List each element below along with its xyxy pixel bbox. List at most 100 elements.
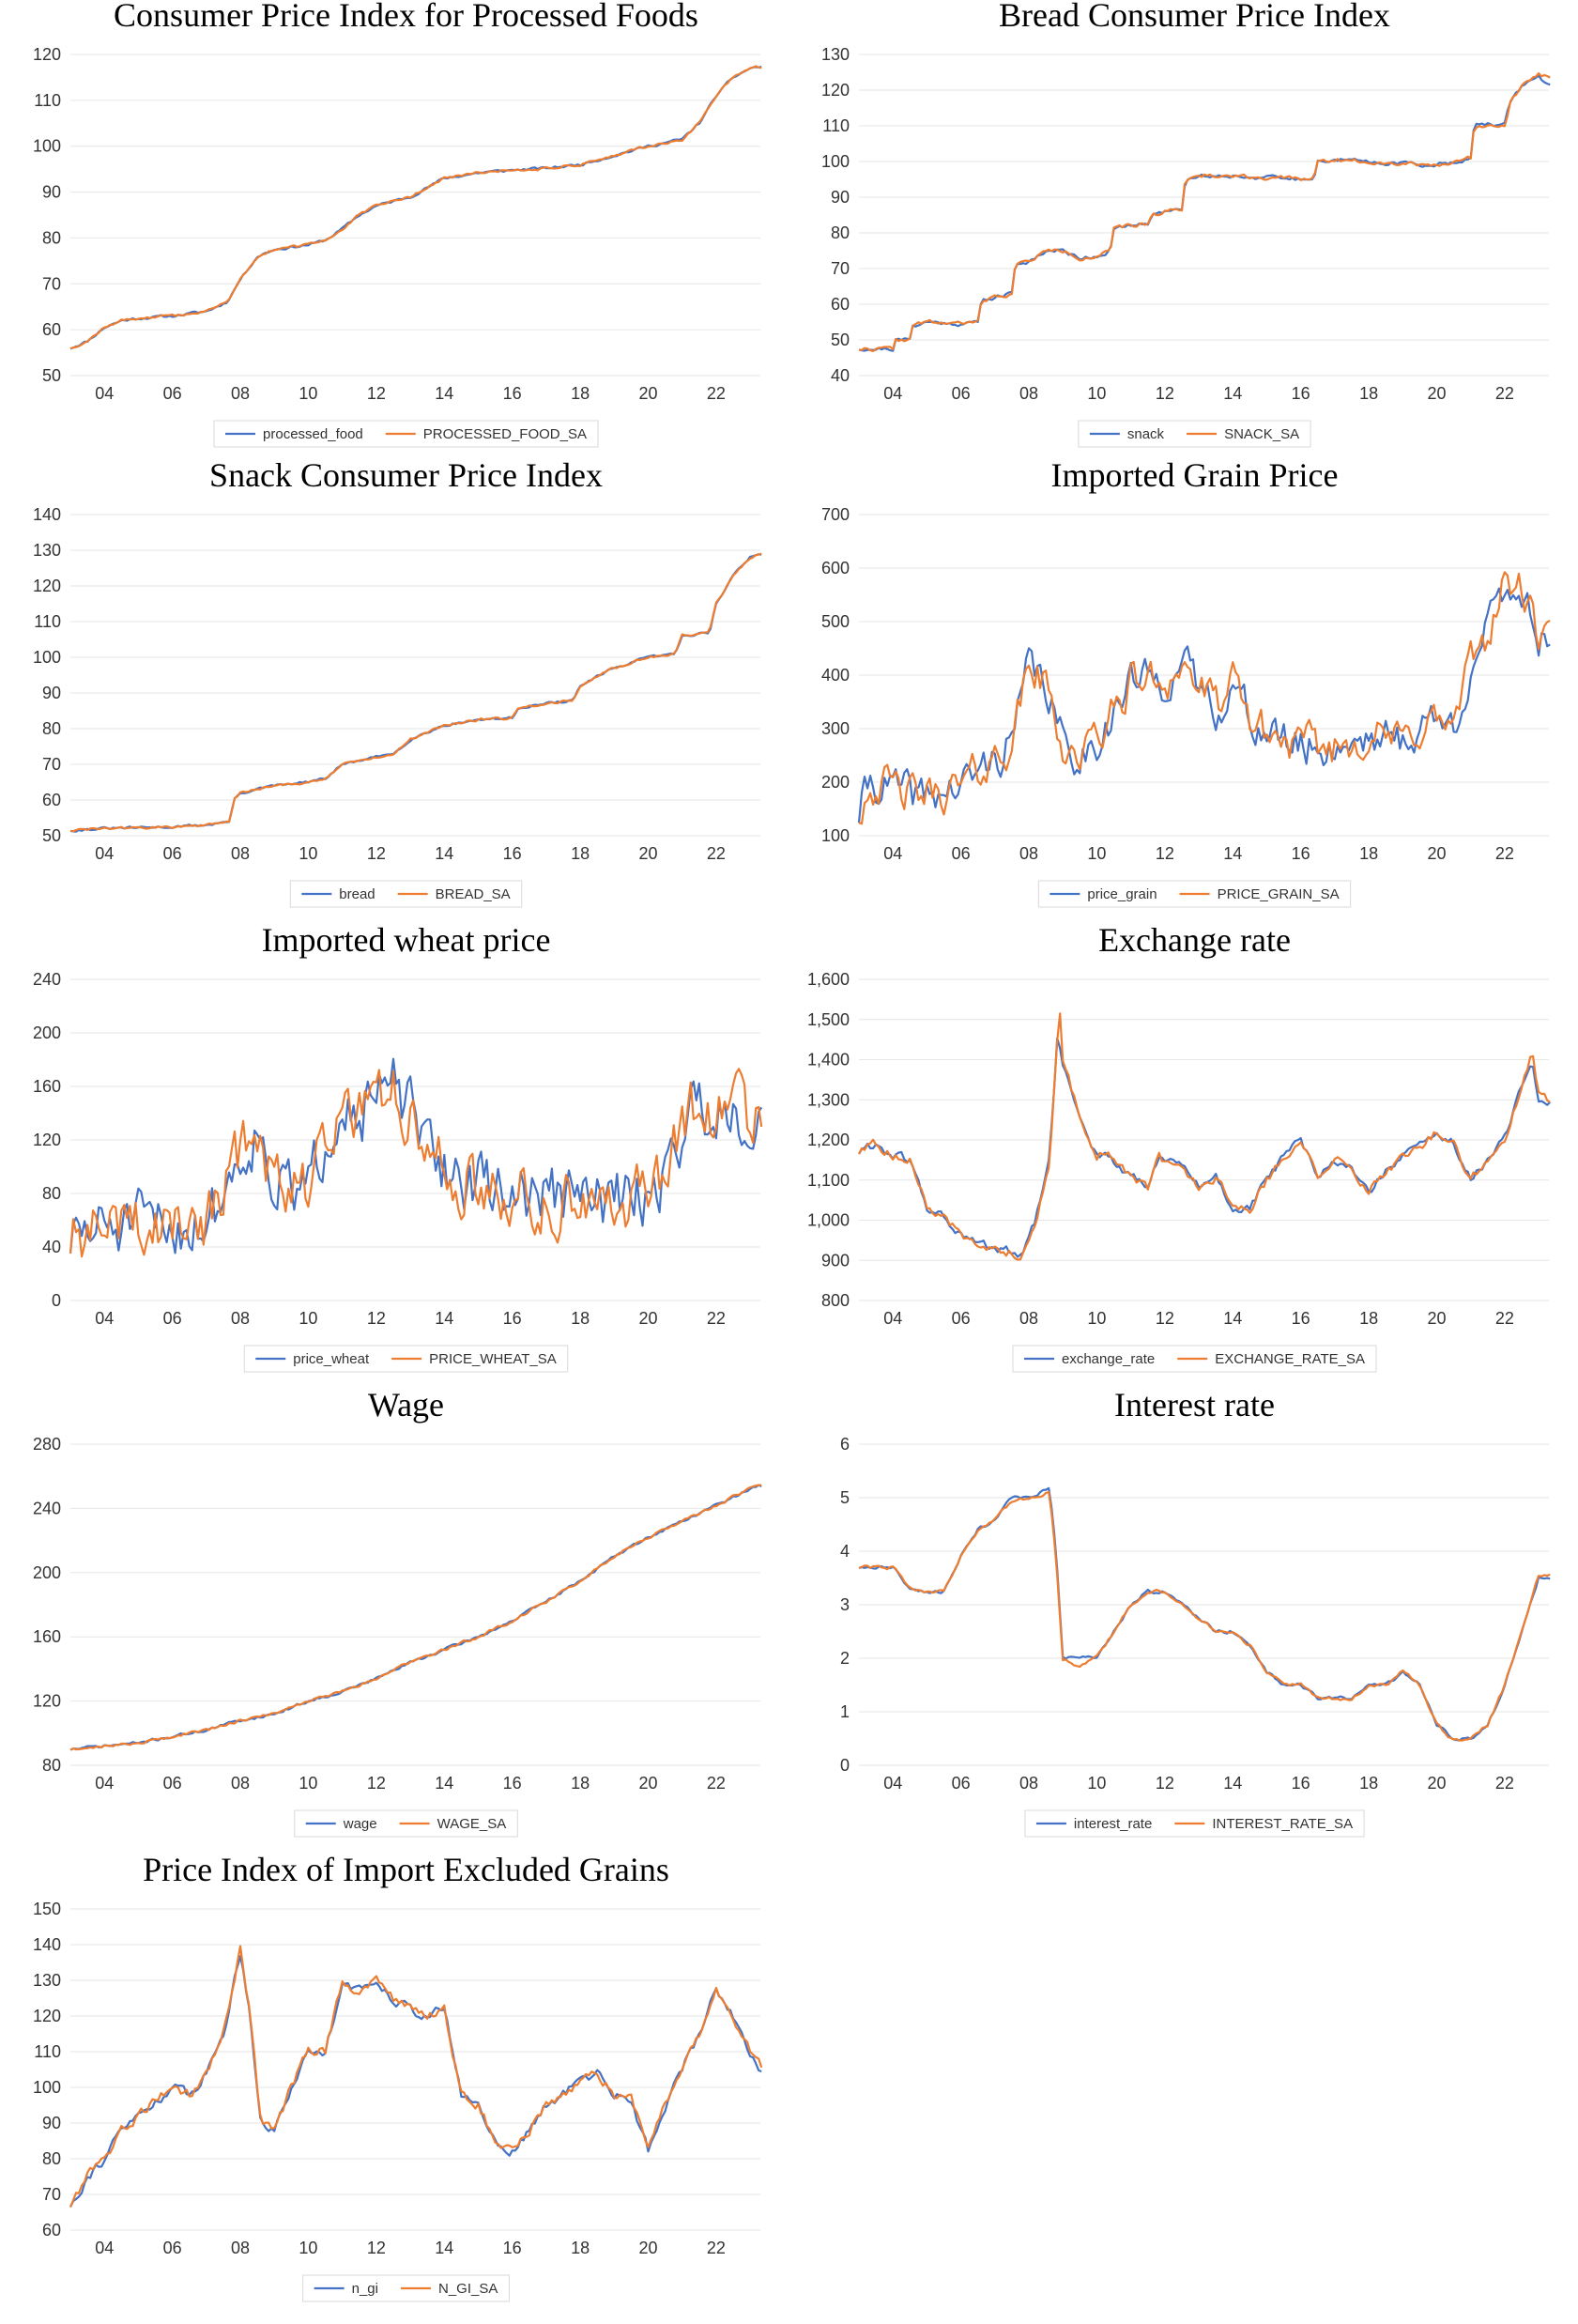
series-line-exchange-rate-sa bbox=[858, 1012, 1551, 1261]
x-tick-label: 04 bbox=[883, 384, 902, 403]
legend-label: interest_rate bbox=[1074, 1816, 1152, 1832]
x-tick-label: 10 bbox=[299, 384, 317, 403]
x-tick-label: 08 bbox=[1019, 844, 1038, 863]
x-tick-label: 16 bbox=[1292, 844, 1310, 863]
series-line-price-grain-sa bbox=[858, 571, 1551, 825]
x-tick-label: 14 bbox=[1223, 384, 1242, 403]
y-tick-label: 100 bbox=[33, 648, 61, 667]
y-tick-label: 120 bbox=[33, 2007, 61, 2025]
legend-box bbox=[1078, 420, 1311, 448]
x-tick-label: 08 bbox=[231, 844, 250, 863]
y-tick-label: 70 bbox=[42, 755, 61, 774]
x-tick-label: 12 bbox=[1156, 844, 1174, 863]
x-tick-label: 10 bbox=[1087, 1309, 1106, 1328]
x-tick-label: 22 bbox=[1495, 384, 1514, 403]
chart-svg: Snack Consumer Price Index 50 60 70 80 90 100 1… bbox=[33, 456, 762, 908]
y-tick-label: 80 bbox=[42, 228, 61, 247]
x-tick-label: 08 bbox=[1019, 1774, 1038, 1793]
chart-processed-food-cpi: Consumer Price Index for Processed Foods… bbox=[9, 0, 770, 460]
x-tick-label: 18 bbox=[571, 1309, 590, 1328]
x-tick-label: 20 bbox=[639, 844, 658, 863]
x-tick-label: 10 bbox=[299, 1309, 317, 1328]
series-line-processed-food bbox=[69, 66, 762, 350]
chart-title: Interest rate bbox=[1114, 1386, 1275, 1424]
y-tick-label: 1,300 bbox=[807, 1090, 850, 1109]
x-tick-label: 10 bbox=[1087, 384, 1106, 403]
y-tick-label: 900 bbox=[821, 1251, 850, 1270]
y-tick-label: 1,600 bbox=[807, 970, 850, 989]
legend-label: wage bbox=[343, 1816, 377, 1832]
x-tick-label: 12 bbox=[367, 844, 386, 863]
x-tick-label: 16 bbox=[1292, 384, 1310, 403]
x-tick-label: 16 bbox=[503, 1774, 522, 1793]
y-tick-label: 400 bbox=[821, 666, 850, 685]
x-tick-label: 16 bbox=[1292, 1309, 1310, 1328]
series-line-wage bbox=[69, 1484, 762, 1751]
legend: snack SNACK_SA bbox=[1078, 420, 1311, 448]
y-tick-label: 200 bbox=[33, 1563, 61, 1582]
x-tick-label: 14 bbox=[435, 384, 453, 403]
y-tick-label: 140 bbox=[33, 505, 61, 524]
y-tick-label: 70 bbox=[42, 2185, 61, 2204]
y-tick-label: 1,200 bbox=[807, 1131, 850, 1149]
x-tick-label: 22 bbox=[707, 1309, 726, 1328]
y-tick-label: 80 bbox=[42, 1184, 61, 1203]
chart-title: Bread Consumer Price Index bbox=[999, 0, 1390, 34]
series-line-exchange-rate bbox=[858, 1037, 1551, 1258]
x-tick-label: 12 bbox=[1156, 384, 1174, 403]
y-tick-label: 100 bbox=[33, 2078, 61, 2097]
chart-title: Imported wheat price bbox=[262, 921, 551, 959]
x-tick-label: 14 bbox=[435, 1774, 453, 1793]
x-tick-label: 04 bbox=[883, 1774, 902, 1793]
y-tick-label: 280 bbox=[33, 1435, 61, 1454]
series-line-bread-sa bbox=[69, 552, 762, 833]
legend-label: exchange_rate bbox=[1062, 1351, 1155, 1367]
y-tick-label: 700 bbox=[821, 505, 850, 524]
y-tick-label: 3 bbox=[840, 1595, 850, 1614]
x-tick-label: 22 bbox=[1495, 844, 1514, 863]
x-tick-label: 20 bbox=[1428, 384, 1447, 403]
x-tick-label: 06 bbox=[163, 844, 182, 863]
x-tick-label: 14 bbox=[1223, 844, 1242, 863]
x-tick-label: 06 bbox=[952, 1309, 971, 1328]
legend-box bbox=[243, 1345, 569, 1373]
legend-box bbox=[1012, 1345, 1377, 1373]
y-tick-label: 120 bbox=[33, 1692, 61, 1711]
x-tick-label: 18 bbox=[571, 384, 590, 403]
y-tick-label: 60 bbox=[42, 791, 61, 809]
x-tick-label: 20 bbox=[639, 384, 658, 403]
y-tick-label: 240 bbox=[33, 970, 61, 989]
legend-box bbox=[289, 880, 523, 908]
legend-label: N_GI_SA bbox=[438, 2281, 498, 2297]
series-line-wage-sa bbox=[69, 1484, 762, 1751]
chart-imported-grain-price: Imported Grain Price 100 200 300 400 500 600 70… bbox=[798, 456, 1558, 920]
x-tick-label: 06 bbox=[163, 2239, 182, 2257]
legend-box bbox=[302, 2274, 510, 2302]
x-tick-label: 08 bbox=[231, 2239, 250, 2257]
legend: price_grain PRICE_GRAIN_SA bbox=[1037, 880, 1352, 908]
legend-label: price_wheat bbox=[293, 1351, 370, 1367]
series-line-price-wheat-sa bbox=[69, 1068, 763, 1258]
y-tick-label: 140 bbox=[33, 1935, 61, 1954]
y-tick-label: 1,000 bbox=[807, 1211, 850, 1230]
x-tick-label: 08 bbox=[231, 1309, 250, 1328]
x-tick-label: 12 bbox=[1156, 1774, 1174, 1793]
x-tick-label: 08 bbox=[1019, 384, 1038, 403]
legend: processed_food PROCESSED_FOOD_SA bbox=[213, 420, 599, 448]
x-tick-label: 10 bbox=[1087, 844, 1106, 863]
legend: bread BREAD_SA bbox=[289, 880, 523, 908]
x-tick-label: 06 bbox=[163, 1309, 182, 1328]
x-tick-label: 16 bbox=[503, 2239, 522, 2257]
legend-label: PROCESSED_FOOD_SA bbox=[423, 426, 587, 442]
y-tick-label: 40 bbox=[831, 366, 850, 385]
x-tick-label: 20 bbox=[639, 1774, 658, 1793]
y-tick-label: 100 bbox=[33, 137, 61, 156]
x-tick-label: 18 bbox=[571, 1774, 590, 1793]
x-tick-label: 20 bbox=[1428, 1309, 1447, 1328]
y-tick-label: 110 bbox=[822, 116, 850, 135]
legend-label: EXCHANGE_RATE_SA bbox=[1215, 1351, 1365, 1367]
y-tick-label: 300 bbox=[821, 719, 850, 738]
x-tick-label: 18 bbox=[1359, 1309, 1378, 1328]
legend-label: INTEREST_RATE_SA bbox=[1212, 1816, 1353, 1832]
